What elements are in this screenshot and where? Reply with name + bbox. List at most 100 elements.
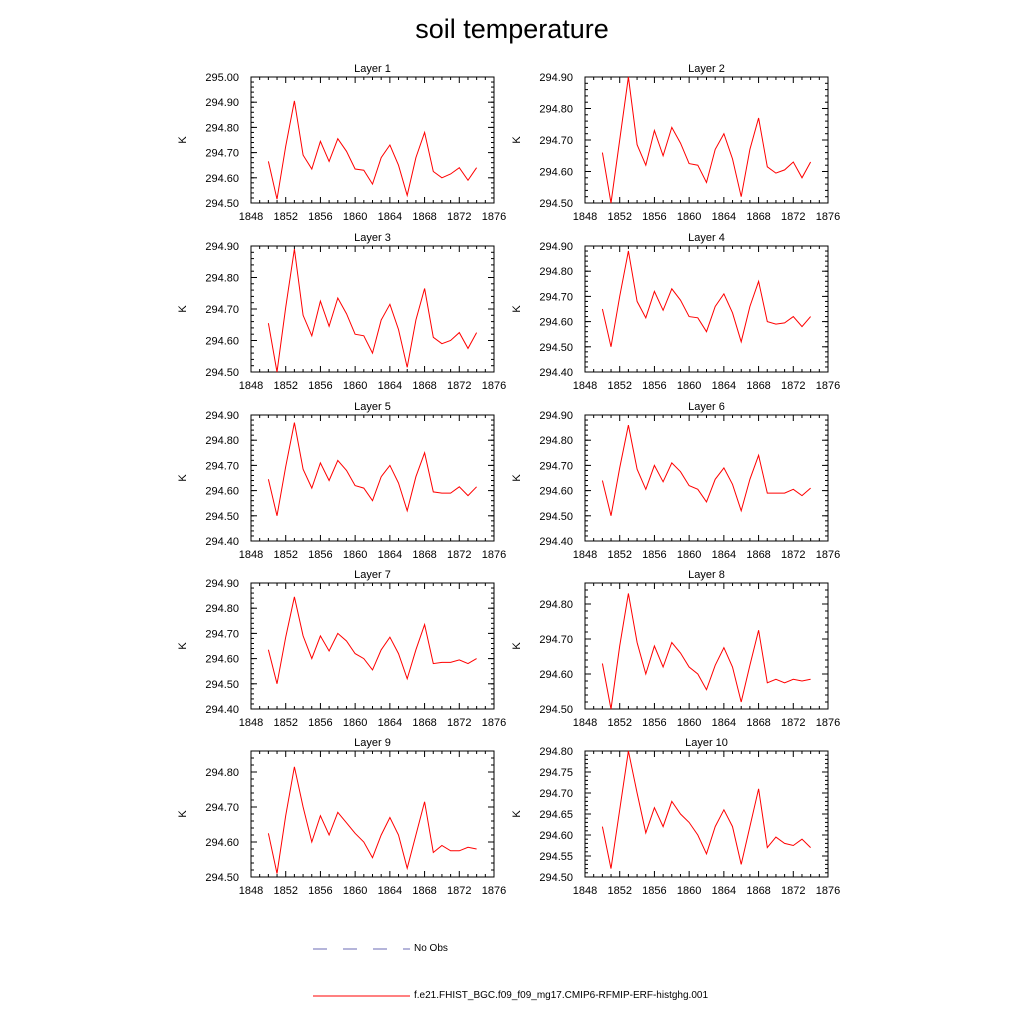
- y-tick-label: 294.50: [539, 342, 573, 354]
- x-tick-label: 1860: [677, 380, 701, 392]
- x-tick-label: 1876: [816, 380, 840, 392]
- x-tick-label: 1864: [378, 380, 402, 392]
- y-tick-label: 294.90: [205, 97, 239, 109]
- panel-title: Layer 4: [688, 232, 725, 244]
- panel-1: Layer 1 K 1848 1852 1856 1860 1864 1868 1872 1876…: [177, 63, 506, 223]
- y-tick-label: 294.90: [205, 578, 239, 590]
- series-line: [601, 76, 812, 204]
- x-tick-label: 1864: [712, 380, 736, 392]
- x-tick-label: 1852: [273, 717, 297, 729]
- x-tick-label: 1848: [573, 549, 597, 561]
- panel-3: Layer 3 K 1848 1852 1856 1860 1864 1868 1872 1876…: [177, 232, 506, 392]
- y-tick-label: 294.50: [205, 198, 239, 210]
- series-line: [267, 766, 477, 874]
- x-tick-label: 1868: [412, 211, 436, 223]
- panel-7: Layer 7 K 1848 1852 1856 1860 1864 1868 1872 1876…: [177, 569, 506, 729]
- x-tick-label: 1868: [746, 549, 770, 561]
- x-tick-label: 1852: [607, 211, 631, 223]
- y-axis-label: K: [177, 305, 189, 313]
- panel-4: Layer 4 K 1848 1852 1856 1860 1864 1868 1872 1876…: [511, 232, 840, 392]
- plot-frame: [250, 414, 495, 542]
- x-tick-label: 1860: [343, 885, 367, 897]
- x-tick-label: 1868: [412, 717, 436, 729]
- y-tick-label: 294.40: [539, 536, 573, 548]
- x-tick-label: 1876: [482, 380, 506, 392]
- y-tick-label: 294.70: [205, 802, 239, 814]
- y-tick-label: 294.50: [205, 872, 239, 884]
- y-tick-label: 294.70: [539, 460, 573, 472]
- series-line: [267, 596, 477, 684]
- y-tick-label: 294.60: [205, 654, 239, 666]
- x-tick-label: 1852: [607, 717, 631, 729]
- x-tick-label: 1860: [343, 380, 367, 392]
- x-tick-label: 1860: [677, 549, 701, 561]
- series-line: [267, 249, 478, 373]
- plot-frame: [584, 245, 829, 373]
- y-tick-label: 294.80: [539, 435, 573, 447]
- y-axis-label: K: [511, 136, 523, 144]
- x-tick-label: 1864: [712, 549, 736, 561]
- x-tick-label: 1872: [781, 211, 805, 223]
- y-tick-label: 294.50: [205, 511, 239, 523]
- plot-frame: [250, 582, 495, 710]
- x-tick-label: 1864: [712, 885, 736, 897]
- y-tick-label: 294.50: [205, 679, 239, 691]
- y-tick-label: 294.70: [539, 291, 573, 303]
- plot-frame: [584, 414, 829, 542]
- y-axis-label: K: [511, 474, 523, 482]
- x-tick-label: 1848: [573, 380, 597, 392]
- y-tick-label: 295.00: [205, 72, 239, 84]
- panel-title: Layer 10: [685, 737, 728, 749]
- y-tick-label: 294.90: [205, 241, 239, 253]
- y-axis-label: K: [511, 810, 523, 818]
- y-tick-label: 294.50: [539, 198, 573, 210]
- y-tick-label: 294.60: [539, 167, 573, 179]
- y-tick-label: 294.60: [205, 336, 239, 348]
- series-line: [601, 593, 811, 710]
- x-tick-label: 1856: [308, 211, 332, 223]
- x-tick-label: 1852: [273, 211, 297, 223]
- x-tick-label: 1864: [712, 717, 736, 729]
- x-tick-label: 1860: [343, 717, 367, 729]
- page-title: soil temperature: [415, 14, 609, 44]
- series-line: [601, 425, 811, 516]
- panel-5: Layer 5 K 1848 1852 1856 1860 1864 1868 1872 1876…: [177, 401, 506, 561]
- x-tick-label: 1872: [781, 549, 805, 561]
- y-axis-label: K: [511, 305, 523, 313]
- x-tick-label: 1876: [482, 549, 506, 561]
- x-tick-label: 1860: [677, 885, 701, 897]
- x-tick-label: 1872: [447, 380, 471, 392]
- x-tick-label: 1860: [343, 549, 367, 561]
- y-tick-label: 294.50: [539, 872, 573, 884]
- y-tick-label: 294.60: [205, 173, 239, 185]
- series-line: [267, 100, 478, 200]
- y-tick-label: 294.60: [539, 830, 573, 842]
- x-tick-label: 1868: [746, 885, 770, 897]
- x-tick-label: 1872: [447, 885, 471, 897]
- x-tick-label: 1864: [712, 211, 736, 223]
- x-tick-label: 1848: [239, 211, 263, 223]
- y-tick-label: 294.40: [205, 536, 239, 548]
- x-tick-label: 1872: [447, 549, 471, 561]
- x-tick-label: 1852: [607, 885, 631, 897]
- y-tick-label: 294.60: [539, 317, 573, 329]
- x-tick-label: 1864: [378, 717, 402, 729]
- x-tick-label: 1876: [816, 549, 840, 561]
- x-tick-label: 1872: [781, 885, 805, 897]
- y-tick-label: 294.60: [539, 669, 573, 681]
- y-tick-label: 294.80: [205, 122, 239, 134]
- x-tick-label: 1856: [642, 380, 666, 392]
- x-tick-label: 1848: [239, 885, 263, 897]
- x-tick-label: 1852: [607, 549, 631, 561]
- x-tick-label: 1876: [816, 885, 840, 897]
- y-tick-label: 294.60: [205, 486, 239, 498]
- y-tick-label: 294.65: [539, 809, 573, 821]
- y-tick-label: 294.70: [205, 148, 239, 160]
- panel-title: Layer 9: [354, 737, 391, 749]
- x-tick-label: 1852: [273, 549, 297, 561]
- x-tick-label: 1876: [482, 885, 506, 897]
- y-tick-label: 294.70: [205, 628, 239, 640]
- y-tick-label: 294.90: [205, 410, 239, 422]
- x-tick-label: 1864: [378, 885, 402, 897]
- y-tick-label: 294.50: [539, 511, 573, 523]
